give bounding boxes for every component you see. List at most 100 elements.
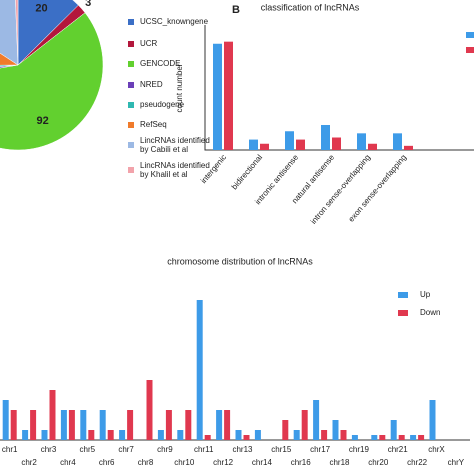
pie-slice — [0, 0, 19, 66]
y-axis-label: count number — [175, 63, 184, 112]
bar — [224, 41, 233, 150]
legend-swatch — [398, 292, 408, 298]
chart-title: chromosome distribution of lncRNAs — [167, 256, 313, 266]
legend-label: LincRNAs identified by Khalil et al — [140, 161, 210, 179]
legend-label: RefSeq — [140, 120, 167, 129]
bar — [99, 410, 106, 440]
bar — [80, 410, 87, 440]
bar — [296, 139, 305, 150]
bar — [285, 131, 294, 150]
bar — [41, 430, 48, 440]
x-tick-label: chr11 — [194, 445, 214, 454]
legend-swatch — [128, 19, 134, 25]
x-tick-label: intron sense-overlapping — [309, 153, 372, 226]
x-tick-label: chr21 — [388, 445, 409, 454]
bar — [404, 145, 413, 150]
bar — [332, 420, 339, 440]
bar — [371, 435, 378, 440]
bar — [418, 435, 425, 440]
bar — [254, 430, 261, 440]
x-tick-label: chr3 — [41, 445, 57, 454]
x-tick-label: chr13 — [232, 445, 253, 454]
x-tick-label: chr10 — [174, 458, 195, 467]
bar — [224, 410, 231, 440]
bar — [185, 410, 192, 440]
slice-label: 3 — [85, 0, 91, 9]
axes — [204, 25, 474, 151]
x-tick-label: chr14 — [252, 458, 273, 467]
bar — [30, 410, 37, 440]
legend-label: UCSC_knowngene — [140, 17, 209, 26]
x-tick-label: chr4 — [60, 458, 76, 467]
pie-slice — [0, 64, 19, 67]
legend-label: Up — [420, 290, 431, 299]
x-tick-label: chr6 — [99, 458, 115, 467]
bar — [249, 139, 258, 150]
bar — [10, 410, 17, 440]
bar — [216, 410, 223, 440]
bar — [393, 133, 402, 150]
bar — [165, 410, 172, 440]
legend-swatch — [128, 142, 134, 148]
bar — [379, 435, 386, 440]
legend-label: LincRNAs identified by Cabili et al — [140, 136, 210, 154]
x-tick-label: chr16 — [291, 458, 312, 467]
legend-label: UCR — [140, 39, 158, 48]
x-tick-label: chr1 — [2, 445, 18, 454]
bar — [340, 430, 347, 440]
slice-label: 92 — [37, 115, 49, 127]
bar — [390, 420, 397, 440]
legend-label: NRED — [140, 80, 163, 89]
bar — [243, 435, 250, 440]
legend-swatch — [128, 102, 134, 108]
x-tick-label: chr18 — [329, 458, 350, 467]
legend-swatch — [128, 82, 134, 88]
x-tick-label: chr20 — [368, 458, 389, 467]
chart-title: classification of lncRNAs — [261, 2, 360, 12]
bar — [351, 435, 358, 440]
legend-swatch — [466, 47, 474, 53]
pie-slice — [15, 0, 19, 66]
bar — [235, 430, 242, 440]
bar — [107, 430, 114, 440]
x-tick-label: chr8 — [138, 458, 154, 467]
bar — [119, 430, 126, 440]
legend-swatch — [128, 61, 134, 67]
x-tick-label: chr9 — [157, 445, 173, 454]
legend-label: pseudogene — [140, 100, 185, 109]
bar — [410, 435, 417, 440]
bar — [282, 420, 289, 440]
pie-slice — [0, 64, 19, 69]
bar — [146, 380, 153, 440]
bar — [293, 430, 300, 440]
x-tick-label: bidirectional — [230, 153, 264, 192]
bar — [88, 430, 95, 440]
bar — [332, 137, 341, 150]
pie-slice — [0, 12, 104, 151]
bar — [204, 435, 211, 440]
x-tick-label: chr17 — [310, 445, 331, 454]
x-tick-label: chr12 — [213, 458, 234, 467]
legend-swatch — [128, 122, 134, 128]
bar — [357, 133, 366, 150]
bar — [196, 300, 203, 440]
x-tick-label: chr2 — [21, 458, 37, 467]
bar — [368, 143, 377, 150]
bar — [313, 400, 320, 440]
panel-label: B — [232, 4, 240, 16]
x-tick-label: chr15 — [271, 445, 292, 454]
bar — [2, 400, 9, 440]
bar — [22, 430, 29, 440]
slice-label: 20 — [35, 2, 47, 14]
bar — [398, 435, 405, 440]
pie-slice — [17, 0, 79, 66]
bar — [301, 410, 308, 440]
x-tick-label: chr5 — [80, 445, 96, 454]
x-tick-label: chrX — [428, 445, 445, 454]
legend-swatch — [466, 32, 474, 38]
bar — [127, 410, 134, 440]
x-tick-label: chr19 — [349, 445, 370, 454]
legend-swatch — [398, 310, 408, 316]
bar — [321, 430, 328, 440]
